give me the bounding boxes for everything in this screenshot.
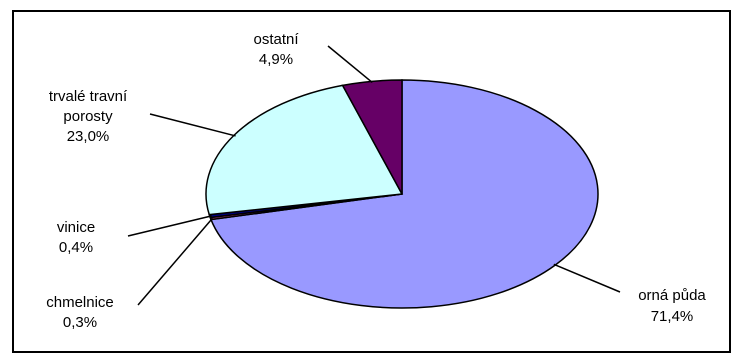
slice-value-orna-puda: 71,4% bbox=[651, 308, 694, 325]
slice-label-orna-puda: orná půda bbox=[638, 287, 706, 304]
slice-label-ostatni: ostatní bbox=[253, 31, 299, 48]
leader-line-trvale-travni bbox=[149, 113, 236, 137]
slice-value-vinice: 0,4% bbox=[59, 239, 93, 256]
leader-line-vinice bbox=[127, 215, 212, 237]
leader-line-orna-puda bbox=[553, 263, 621, 293]
leader-line-chmelnice bbox=[137, 217, 214, 306]
leader-lines bbox=[127, 45, 621, 306]
pie-slices bbox=[205, 79, 599, 309]
slice-value-ostatni: 4,9% bbox=[259, 51, 293, 68]
slice-label-vinice: vinice bbox=[57, 219, 95, 236]
slice-label-chmelnice: chmelnice bbox=[46, 294, 114, 311]
slice-value-trvale-travni: 23,0% bbox=[67, 128, 110, 145]
slice-label-trvale-travni-line1: trvalé travní bbox=[49, 88, 128, 105]
slice-value-chmelnice: 0,3% bbox=[63, 314, 97, 331]
leader-line-ostatni bbox=[327, 45, 373, 84]
slice-label-trvale-travni-line2: porosty bbox=[63, 108, 113, 125]
